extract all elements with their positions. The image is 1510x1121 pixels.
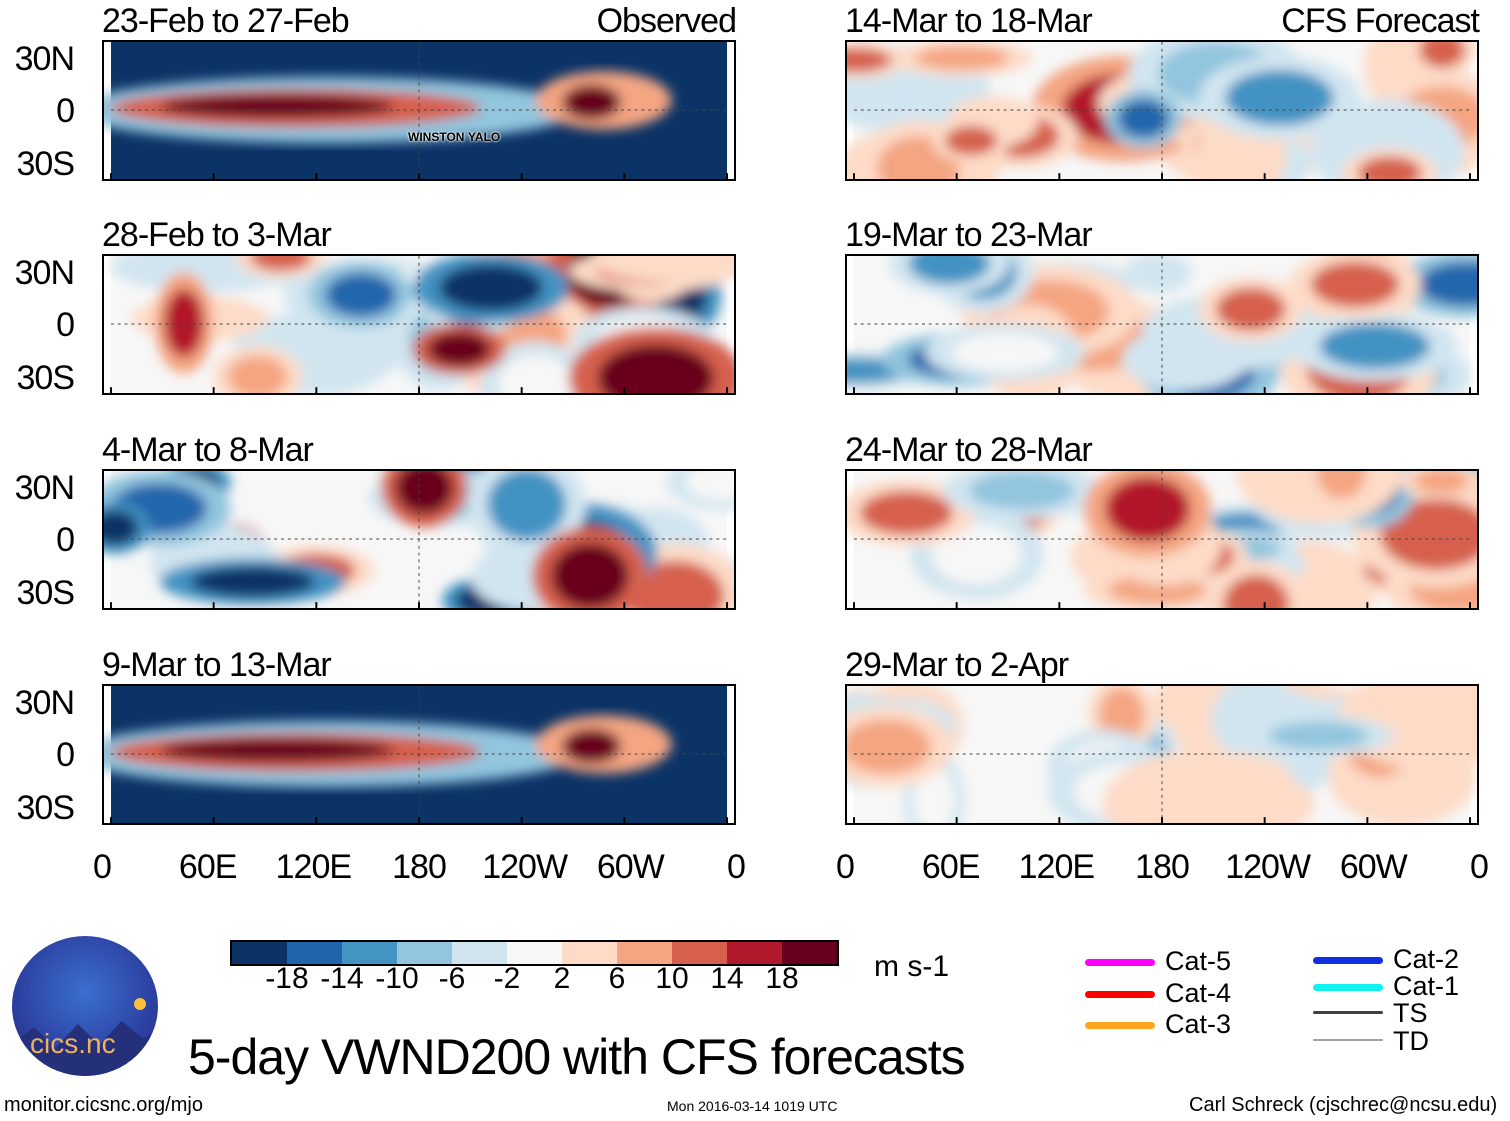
colorbar-tick-label: 2 xyxy=(553,962,571,995)
footer-author: Carl Schreck (cjschrec@ncsu.edu) xyxy=(1189,1094,1498,1116)
legend-line xyxy=(1313,957,1383,964)
panel-title: 9-Mar to 13-Mar xyxy=(102,646,332,684)
colorbar-swatch xyxy=(672,942,727,964)
map-panel xyxy=(845,254,1479,395)
legend-label: Cat-4 xyxy=(1165,978,1232,1008)
panel-source-label: Observed xyxy=(596,2,737,40)
y-tick-label: 0 xyxy=(56,736,75,774)
x-tick-label: 180 xyxy=(1135,848,1190,886)
legend-label: TD xyxy=(1393,1026,1429,1056)
y-tick-label: 30S xyxy=(16,574,76,612)
map-panel xyxy=(845,469,1479,610)
colorbar-swatch xyxy=(342,942,397,964)
y-tick-label: 0 xyxy=(56,521,75,559)
panel-title: 23-Feb to 27-Feb xyxy=(102,2,350,40)
colorbar-tick-label: -14 xyxy=(320,962,364,995)
map-panel xyxy=(102,684,736,825)
sun-icon xyxy=(134,998,146,1010)
colorbar-tick-label: 14 xyxy=(710,962,744,995)
x-tick-label: 60W xyxy=(596,848,665,886)
x-tick-label: 0 xyxy=(93,848,112,886)
y-tick-label: 30N xyxy=(14,684,75,722)
y-tick-label: 30S xyxy=(16,145,76,183)
panel-source-label: CFS Forecast xyxy=(1281,2,1480,40)
colorbar-swatch xyxy=(617,942,672,964)
x-tick-label: 120E xyxy=(1018,848,1095,886)
x-tick-label: 60W xyxy=(1339,848,1408,886)
y-tick-label: 30S xyxy=(16,789,76,827)
panel-title: 19-Mar to 23-Mar xyxy=(845,216,1093,254)
legend-label: Cat-2 xyxy=(1393,944,1460,974)
colorbar-tick-label: -2 xyxy=(493,962,521,995)
colorbar-tick-label: 10 xyxy=(655,962,689,995)
panel-title: 4-Mar to 8-Mar xyxy=(102,431,314,469)
panel-title: 14-Mar to 18-Mar xyxy=(845,2,1093,40)
y-tick-label: 0 xyxy=(56,306,75,344)
x-tick-label: 120E xyxy=(275,848,352,886)
legend-label: Cat-1 xyxy=(1393,971,1460,1001)
y-tick-label: 0 xyxy=(56,92,75,130)
colorbar-swatch xyxy=(562,942,617,964)
colorbar-tick-label: -18 xyxy=(265,962,309,995)
panel-title: 29-Mar to 2-Apr xyxy=(845,646,1069,684)
colorbar-tick-label: -6 xyxy=(438,962,466,995)
colorbar-swatch xyxy=(397,942,452,964)
x-tick-label: 0 xyxy=(727,848,746,886)
x-tick-label: 60E xyxy=(178,848,237,886)
legend-label: Cat-3 xyxy=(1165,1009,1232,1039)
colorbar xyxy=(230,940,839,966)
storm-label-yalo: YALO xyxy=(468,130,501,144)
map-panel xyxy=(845,684,1479,825)
footer-timestamp: Mon 2016-03-14 1019 UTC xyxy=(667,1098,838,1114)
map-panel xyxy=(845,40,1479,181)
x-tick-label: 120W xyxy=(1225,848,1311,886)
x-tick-label: 0 xyxy=(836,848,855,886)
footer-url[interactable]: monitor.cicsnc.org/mjo xyxy=(4,1094,203,1116)
storm-label-winston: WINSTON xyxy=(408,130,465,144)
main-title: 5-day VWND200 with CFS forecasts xyxy=(188,1029,966,1085)
units-label: m s-1 xyxy=(874,950,949,983)
colorbar-swatch xyxy=(452,942,507,964)
panel-title: 24-Mar to 28-Mar xyxy=(845,431,1093,469)
map-panel xyxy=(102,40,736,181)
legend-line xyxy=(1085,959,1155,966)
logo-text: cics.nc xyxy=(30,1028,116,1059)
legend-line xyxy=(1313,984,1383,991)
colorbar-tick-label: 6 xyxy=(608,962,626,995)
colorbar-swatch xyxy=(507,942,562,964)
map-panel xyxy=(102,254,736,395)
logo: cics.nc xyxy=(12,936,158,1076)
x-tick-label: 60E xyxy=(921,848,980,886)
legend-line xyxy=(1085,991,1155,998)
legend-line xyxy=(1313,1011,1383,1014)
x-tick-label: 180 xyxy=(392,848,447,886)
colorbar-tick-label: -10 xyxy=(375,962,419,995)
colorbar-swatch xyxy=(727,942,782,964)
y-tick-label: 30N xyxy=(14,254,75,292)
colorbar-swatch xyxy=(287,942,342,964)
colorbar-swatch xyxy=(782,942,837,964)
y-tick-label: 30S xyxy=(16,359,76,397)
legend-label: Cat-5 xyxy=(1165,946,1232,976)
panel-title: 28-Feb to 3-Mar xyxy=(102,216,332,254)
y-tick-label: 30N xyxy=(14,469,75,507)
legend-label: TS xyxy=(1393,998,1428,1028)
colorbar-swatch xyxy=(232,942,287,964)
map-panel xyxy=(102,469,736,610)
y-tick-label: 30N xyxy=(14,40,75,78)
x-tick-label: 0 xyxy=(1470,848,1489,886)
colorbar-tick-label: 18 xyxy=(765,962,799,995)
x-tick-label: 120W xyxy=(482,848,568,886)
legend-line xyxy=(1085,1022,1155,1029)
legend-line xyxy=(1313,1039,1383,1041)
